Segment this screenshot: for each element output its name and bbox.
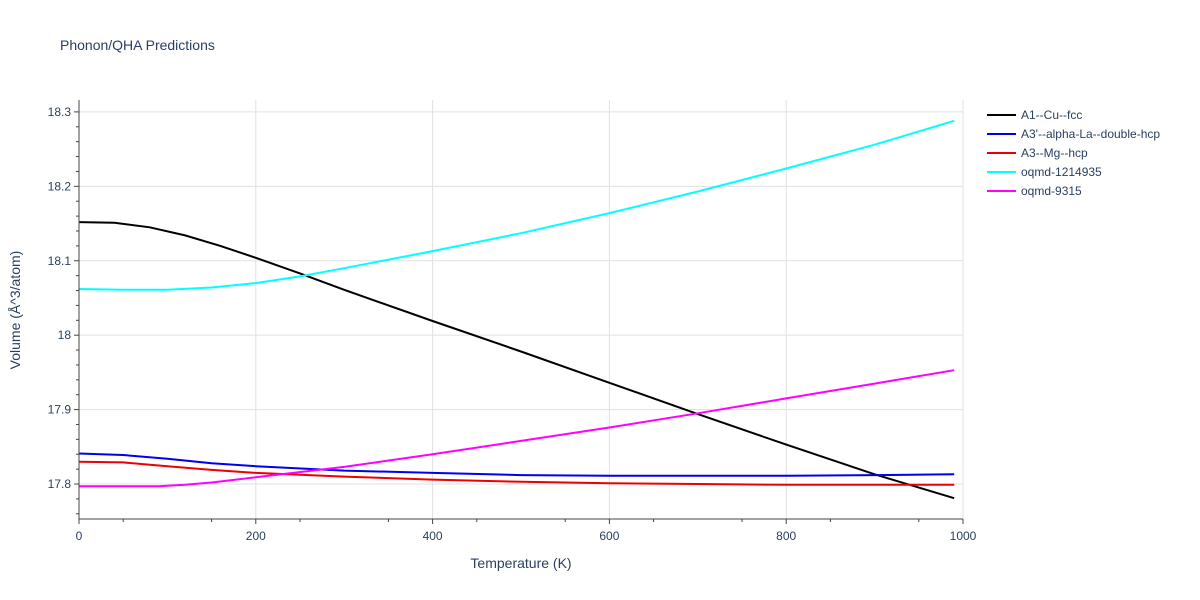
series-line-3 [78,119,955,291]
series-line-2 [78,460,955,486]
x-tick-label: 400 [423,529,443,543]
x-tick-label: 0 [76,529,83,543]
x-tick-label: 1000 [950,529,977,543]
x-axis-title: Temperature (K) [470,555,571,571]
series-line-4 [79,369,955,488]
y-tick-label: 18.1 [48,254,72,268]
series-line-1 [78,452,955,477]
ticks: 0 200 400 600 800 1000 17.8 17.9 18 18.1 18.2 18.3 [48,105,977,543]
legend-label[interactable]: A3--Mg--hcp [1021,146,1088,160]
y-axis-title: Volume (Å^3/atom) [7,251,23,370]
y-tick-label: 17.9 [48,403,72,417]
chart-title: Phonon/QHA Predictions [60,37,215,53]
legend-label[interactable]: A3'--alpha-La--double-hcp [1021,127,1160,141]
x-tick-label: 200 [246,529,266,543]
y-tick-label: 18.3 [48,105,72,119]
legend-label[interactable]: A1--Cu--fcc [1021,108,1082,122]
x-tick-label: 600 [599,529,619,543]
x-tick-label: 800 [776,529,796,543]
y-tick-label: 18 [58,328,72,342]
axes [78,100,963,520]
grid-lines [79,100,964,519]
y-tick-label: 18.2 [48,179,72,193]
series-line-0 [78,221,955,500]
legend-label[interactable]: oqmd-9315 [1021,184,1082,198]
y-tick-label: 17.8 [48,477,72,491]
legend[interactable]: A1--Cu--fcc A3'--alpha-La--double-hcp A3--… [987,108,1160,198]
series-layer [78,119,955,500]
legend-label[interactable]: oqmd-1214935 [1021,165,1102,179]
